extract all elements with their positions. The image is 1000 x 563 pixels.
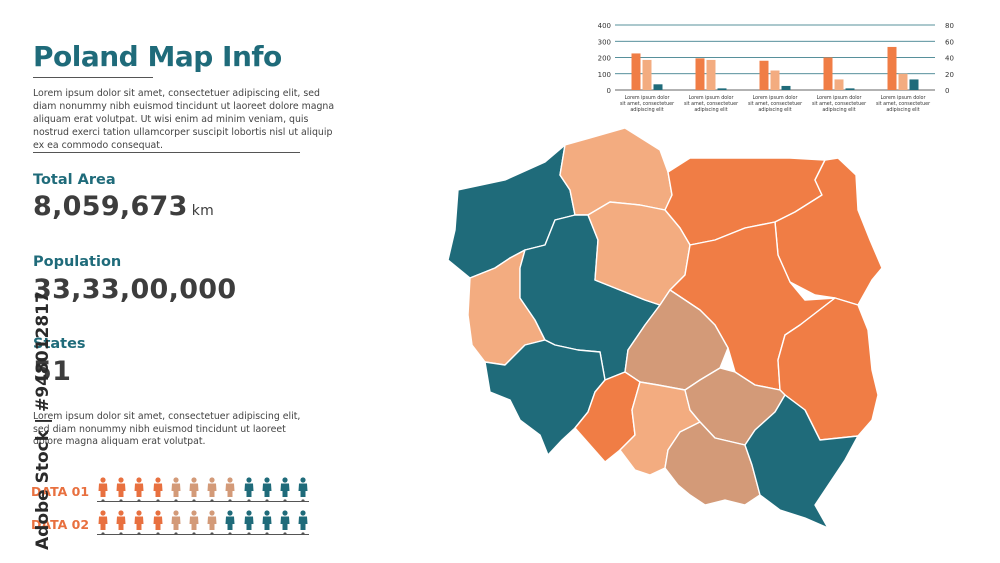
total-area-label: Total Area [33, 172, 116, 188]
x-tick-label: Lorem ipsum dolor [753, 95, 798, 101]
watermark-text: Adobe Stock | #948012817 [33, 291, 53, 550]
person-icon [134, 510, 144, 534]
x-tick-label: adipiscing elit [630, 107, 663, 113]
poland-map [447, 127, 883, 529]
bar [770, 70, 780, 90]
bar [781, 85, 791, 90]
person-icon [244, 477, 254, 501]
person-icon [225, 510, 235, 534]
x-tick-label: Lorem ipsum dolor [625, 95, 670, 101]
total-area-unit: km [191, 203, 215, 219]
y-left-tick-label: 300 [598, 38, 611, 46]
person-icon [207, 510, 217, 534]
person-icon [262, 510, 272, 534]
person-icon [171, 510, 181, 534]
person-icon [189, 510, 199, 534]
person-icon [262, 477, 272, 501]
person-icon [207, 477, 217, 501]
person-icon [189, 477, 199, 501]
person-icon [153, 477, 163, 501]
x-tick-label: adipiscing elit [758, 107, 791, 113]
data-02-label: DATA 02 [31, 517, 90, 532]
y-left-tick-label: 400 [598, 22, 611, 30]
region-opolskie [574, 371, 641, 463]
y-right-tick-label: 80 [945, 22, 954, 30]
people-row-divider-02 [97, 534, 309, 535]
bar [717, 88, 727, 90]
y-left-tick-label: 200 [598, 55, 611, 63]
y-right-tick-label: 40 [945, 55, 954, 63]
x-tick-label: Lorem ipsum dolor [817, 95, 862, 101]
population-label: Population [33, 254, 122, 270]
x-tick-label: adipiscing elit [822, 107, 855, 113]
population-value: 33,33,00,000 [33, 274, 237, 305]
person-icon [116, 477, 126, 501]
person-icon [225, 477, 235, 501]
x-tick-label: adipiscing elit [886, 107, 919, 113]
person-icon [116, 510, 126, 534]
region-podkarpackie [744, 394, 859, 529]
x-tick-label: sit amet, consectetuer [620, 101, 674, 107]
x-tick-label: sit amet, consectetuer [812, 101, 866, 107]
bar [834, 79, 844, 90]
x-tick-label: Lorem ipsum dolor [881, 95, 926, 101]
people-row-divider-01 [97, 501, 309, 502]
person-icon [98, 477, 108, 501]
y-right-tick-label: 20 [945, 71, 954, 79]
y-left-tick-label: 100 [598, 71, 611, 79]
bar [887, 46, 897, 90]
x-tick-label: adipiscing elit [694, 107, 727, 113]
bar [759, 60, 769, 90]
x-tick-label: sit amet, consectetuer [876, 101, 930, 107]
x-tick-label: sit amet, consectetuer [748, 101, 802, 107]
bar [898, 73, 908, 90]
bar [823, 57, 833, 90]
y-right-tick-label: 0 [945, 87, 949, 95]
person-icon [98, 510, 108, 534]
person-icon [280, 510, 290, 534]
bar [706, 59, 716, 90]
person-icon [244, 510, 254, 534]
person-icon [134, 477, 144, 501]
total-area-number: 8,059,673 [33, 191, 188, 222]
y-left-tick-label: 0 [607, 87, 611, 95]
bar [631, 53, 641, 90]
bar [642, 59, 652, 90]
page-title: Poland Map Info [33, 40, 282, 73]
y-right-tick-label: 60 [945, 38, 954, 46]
bar [695, 58, 705, 90]
person-icon [280, 477, 290, 501]
title-underline [33, 77, 153, 78]
note-paragraph: Lorem ipsum dolor sit amet, consectetuer… [33, 411, 301, 447]
person-icon [298, 477, 308, 501]
person-icon [298, 510, 308, 534]
person-icon [153, 510, 163, 534]
bar [653, 84, 663, 90]
intro-paragraph: Lorem ipsum dolor sit amet, consectetuer… [33, 88, 335, 151]
states-label: States [33, 336, 86, 352]
watermark: Adobe Stock | #948012817 [3, 291, 53, 550]
intro-divider [33, 152, 300, 153]
data-01-label: DATA 01 [31, 484, 90, 499]
x-tick-label: sit amet, consectetuer [684, 101, 738, 107]
x-tick-label: Lorem ipsum dolor [689, 95, 734, 101]
total-area-value: 8,059,673 km [33, 191, 214, 222]
person-icon [171, 477, 181, 501]
bar [845, 88, 855, 90]
states-value: 51 [33, 356, 72, 387]
bar [909, 79, 919, 90]
